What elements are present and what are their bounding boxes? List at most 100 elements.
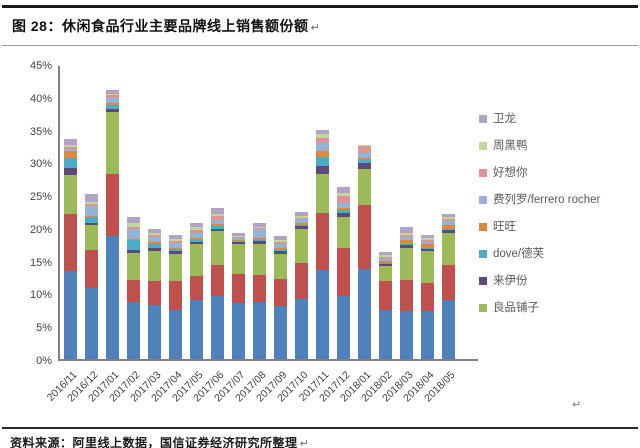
legend-item: 费列罗/ferrero rocher [479,193,629,207]
bar-segment [168,250,182,255]
bar-2018-01 [357,144,371,359]
bar-segment [63,146,77,149]
bar-segment [357,158,371,160]
bar-segment [378,252,392,255]
bar-segment [252,301,266,359]
bar-segment [252,222,266,227]
bar-segment [168,248,182,251]
y-axis-tick-label: 35% [29,125,52,138]
bar-segment [441,232,455,266]
legend-label: 来伊份 [493,275,528,287]
bar-2017-08 [252,222,266,359]
bar-segment [189,233,203,238]
bar-segment [399,279,413,312]
bar-segment [84,217,98,223]
bar-segment [210,224,224,226]
bar-segment [189,275,203,300]
bar-segment [105,98,119,104]
bar-segment [294,215,308,218]
bar-segment [210,208,224,214]
bar-segment [105,90,119,94]
bar-segment [63,139,77,145]
bar-segment [420,234,434,238]
bar-segment [378,261,392,263]
bar-segment [189,229,203,234]
bar-segment [168,239,182,242]
bar-segment [168,281,182,310]
legend-item: 周黑鸭 [479,139,629,153]
y-axis-tick-label: 10% [29,289,52,302]
bar-segment [105,109,119,112]
bar-segment [231,237,245,239]
bar-segment [357,146,371,154]
y-axis-tick-label: 15% [29,256,52,269]
bar-segment [189,227,203,230]
bar-segment [63,144,77,147]
bar-segment [84,201,98,205]
bar-2016-12 [84,193,98,359]
bar-segment [420,250,434,283]
bar-segment [378,263,392,266]
bar-segment [147,305,161,359]
bar-segment [147,242,161,245]
bar-segment [336,208,350,211]
bar-segment [273,235,287,241]
bar-segment [315,151,329,158]
bar-2017-01 [105,90,119,359]
bar-segment [231,238,245,241]
bar-2018-04 [420,234,434,359]
legend-item: 好想你 [479,166,629,180]
y-axis-tick-label: 5% [36,322,52,335]
bar-segment [378,262,392,264]
figure-title-bar: 图 28：休闲食品行业主要品牌线上销售额份额 ↵ [2,5,638,46]
legend-item: 旺旺 [479,220,629,234]
bar-segment [441,219,455,222]
bar-segment [399,311,413,359]
bar-segment [273,240,287,243]
bar-segment [189,241,203,245]
bar-segment [315,269,329,359]
bar-segment [294,299,308,359]
bar-segment [336,203,350,209]
bar-2017-05 [189,222,203,359]
bar-segment [399,243,413,245]
bar-segment [126,301,140,359]
legend-swatch-icon [479,196,487,204]
legend-item: 卫龙 [479,112,629,126]
bar-segment [420,241,434,245]
bar-segment [441,221,455,225]
bar-segment [399,239,413,244]
bar-segment [231,235,245,238]
bar-segment [357,204,371,270]
bar-segment [441,213,455,217]
bar-segment [231,274,245,304]
bar-segment [147,281,161,306]
bar-2017-06 [210,208,224,359]
legend-label: 费列罗/ferrero rocher [493,194,601,206]
bar-2016-11 [63,139,77,359]
bar-segment [378,254,392,257]
legend-item: dove/德芙 [479,247,629,261]
bar-segment [84,250,98,289]
bar-segment [273,305,287,359]
bar-segment [252,226,266,228]
chart-region: 0% 5% 10% 15% 20% 25% 30% 35% 40% 45% 2016/11 2016… [0,46,640,427]
bar-segment [168,243,182,248]
bar-segment [105,93,119,95]
bar-segment [126,249,140,253]
bar-segment [357,168,371,205]
bar-segment [357,269,371,359]
bar-segment [399,237,413,240]
y-axis-tick-label: 0% [36,355,52,367]
bar-segment [126,229,140,240]
bar-segment [441,216,455,220]
legend-label: 良品铺子 [493,302,539,314]
bar-segment [168,309,182,359]
bar-segment [252,239,266,242]
bar-segment [357,153,371,159]
bar-segment [231,241,245,243]
bar-2018-02 [378,252,392,359]
bar-segment [147,235,161,238]
bar-segment [63,148,77,152]
